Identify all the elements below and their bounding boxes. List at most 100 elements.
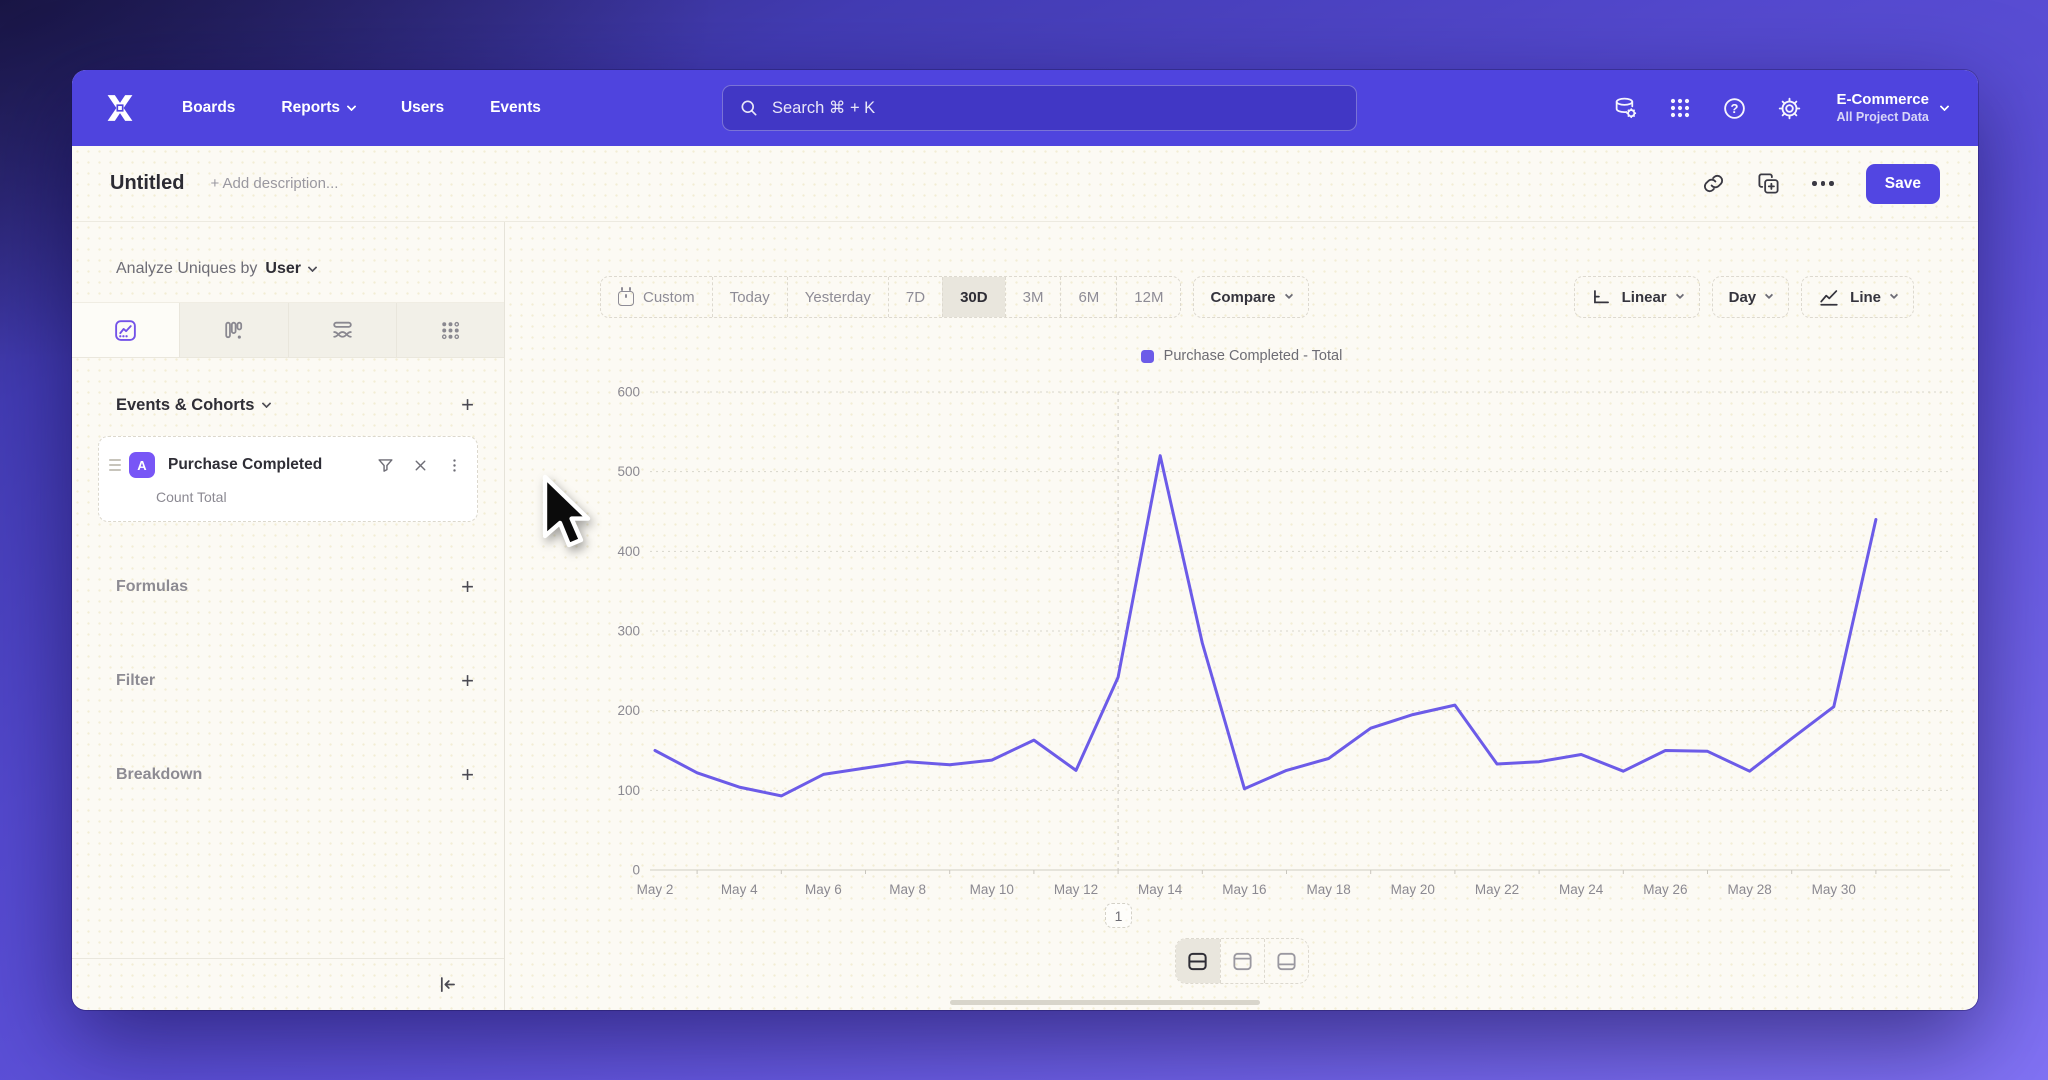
range-12m[interactable]: 12M <box>1116 277 1180 317</box>
analyze-uniques-selector[interactable]: Analyze Uniques by User <box>116 260 504 278</box>
add-filter-button[interactable]: + <box>461 668 474 693</box>
chevron-down-icon <box>1675 290 1684 300</box>
date-toolbar: Custom Today Yesterday 7D 30D 3M 6M 12M Compare <box>600 276 1309 318</box>
range-7d[interactable]: 7D <box>887 277 942 317</box>
nav-item-boards[interactable]: Boards <box>182 99 236 116</box>
layout-split-horizontal-button[interactable] <box>1175 939 1220 983</box>
copy-link-icon[interactable] <box>1702 172 1725 195</box>
chart-panel: Custom Today Yesterday 7D 30D 3M 6M 12M Compare… <box>505 222 1978 1010</box>
annotation-badge[interactable]: 1 <box>1105 903 1132 928</box>
chart-type-label: Line <box>1850 288 1881 306</box>
project-name: E-Commerce <box>1836 90 1929 108</box>
formulas-section: Formulas + <box>116 576 474 598</box>
drag-handle-icon[interactable] <box>109 459 121 471</box>
line-chart[interactable]: 0 100 200 300 400 500 600 May 2 May 4 May 6 May 8 M… <box>545 372 1965 932</box>
breakdown-section: Breakdown + <box>116 764 474 786</box>
range-3m[interactable]: 3M <box>1004 277 1061 317</box>
svg-text:100: 100 <box>617 783 640 798</box>
formulas-label: Formulas <box>116 578 189 595</box>
project-subtitle: All Project Data <box>1836 109 1929 124</box>
save-button[interactable]: Save <box>1865 163 1940 204</box>
add-formula-button[interactable]: + <box>461 574 474 599</box>
svg-text:May 2: May 2 <box>637 882 674 897</box>
more-options-icon[interactable] <box>1812 181 1834 186</box>
chart-options-toolbar: Linear Day Line <box>1573 276 1914 318</box>
mixpanel-logo[interactable] <box>102 92 138 124</box>
layout-top-bar-button[interactable] <box>1219 939 1264 983</box>
report-title[interactable]: Untitled <box>110 172 185 194</box>
svg-text:300: 300 <box>617 624 640 639</box>
analyze-value: User <box>265 260 301 277</box>
interval-dropdown[interactable]: Day <box>1711 276 1790 318</box>
collapse-sidebar-icon[interactable] <box>437 974 458 995</box>
scale-dropdown[interactable]: Linear <box>1573 276 1700 318</box>
tab-flows[interactable] <box>288 303 397 357</box>
retention-icon <box>441 321 459 339</box>
layout-top-icon <box>1232 952 1252 970</box>
interval-label: Day <box>1728 288 1757 306</box>
range-today[interactable]: Today <box>711 277 787 317</box>
tab-funnels[interactable] <box>180 303 289 357</box>
filter-label: Filter <box>116 672 156 689</box>
content-area: Analyze Uniques by User <box>72 222 1978 1010</box>
event-aggregation[interactable]: Count Total <box>156 489 227 505</box>
chevron-down-icon <box>1939 101 1950 111</box>
add-breakdown-button[interactable]: + <box>461 762 474 787</box>
duplicate-icon[interactable] <box>1757 172 1780 195</box>
range-yesterday[interactable]: Yesterday <box>786 277 888 317</box>
flows-icon <box>332 321 352 338</box>
settings-gear-icon[interactable] <box>1777 96 1802 121</box>
insights-icon <box>115 319 136 341</box>
compare-button[interactable]: Compare <box>1193 276 1309 318</box>
event-card[interactable]: A Purchase Completed <box>98 436 478 522</box>
svg-text:0: 0 <box>632 863 640 878</box>
range-30d[interactable]: 30D <box>942 277 1005 317</box>
linear-scale-icon <box>1593 289 1609 303</box>
data-management-icon[interactable] <box>1613 96 1638 121</box>
chevron-down-icon <box>1284 290 1293 300</box>
search-input[interactable]: Search ⌘ + K <box>722 85 1357 131</box>
tab-insights[interactable] <box>72 303 181 357</box>
events-cohorts-section: Events & Cohorts + <box>116 394 474 416</box>
svg-text:May 22: May 22 <box>1475 882 1519 897</box>
line-chart-icon <box>1820 290 1838 306</box>
nav-item-reports[interactable]: Reports <box>281 99 357 117</box>
add-event-button[interactable]: + <box>461 392 474 417</box>
apps-grid-icon[interactable] <box>1668 96 1692 120</box>
range-6m[interactable]: 6M <box>1060 277 1116 317</box>
top-nav: Boards Reports Users Events Search ⌘ + K <box>72 70 1978 146</box>
range-custom[interactable]: Custom <box>601 277 712 317</box>
tab-retention[interactable] <box>396 303 504 357</box>
calendar-icon <box>618 286 634 306</box>
nav-item-events[interactable]: Events <box>490 99 541 116</box>
event-more-icon[interactable] <box>446 457 463 474</box>
legend-swatch[interactable] <box>1140 349 1154 363</box>
chevron-down-icon <box>261 398 272 408</box>
event-remove-icon[interactable] <box>412 457 429 474</box>
chevron-down-icon <box>346 101 357 111</box>
nav-menu: Boards Reports Users Events <box>182 99 541 117</box>
svg-text:May 14: May 14 <box>1138 882 1183 897</box>
add-description[interactable]: + Add description... <box>210 175 339 192</box>
event-filter-icon[interactable] <box>376 456 395 475</box>
svg-text:May 10: May 10 <box>970 882 1014 897</box>
layout-split-icon <box>1188 952 1207 970</box>
chart-type-dropdown[interactable]: Line <box>1801 276 1914 318</box>
nav-item-users[interactable]: Users <box>400 99 445 116</box>
help-icon[interactable]: ? <box>1722 96 1747 121</box>
horizontal-scrollbar[interactable] <box>950 1000 1260 1005</box>
svg-text:May 26: May 26 <box>1643 882 1687 897</box>
event-letter-badge: A <box>129 452 155 478</box>
layout-bottom-bar-button[interactable] <box>1263 939 1308 983</box>
svg-text:?: ? <box>1731 100 1739 115</box>
mixpanel-logo-glyph <box>107 95 133 121</box>
chevron-down-icon <box>1764 290 1774 300</box>
events-cohorts-header[interactable]: Events & Cohorts <box>116 396 272 415</box>
svg-text:400: 400 <box>617 544 640 559</box>
svg-text:May 30: May 30 <box>1812 882 1856 897</box>
event-name[interactable]: Purchase Completed <box>168 456 323 473</box>
legend-label: Purchase Completed - Total <box>1163 348 1343 364</box>
project-switcher[interactable]: E-Commerce All Project Data <box>1836 90 1950 125</box>
svg-text:May 24: May 24 <box>1559 882 1604 897</box>
svg-text:May 20: May 20 <box>1391 882 1435 897</box>
